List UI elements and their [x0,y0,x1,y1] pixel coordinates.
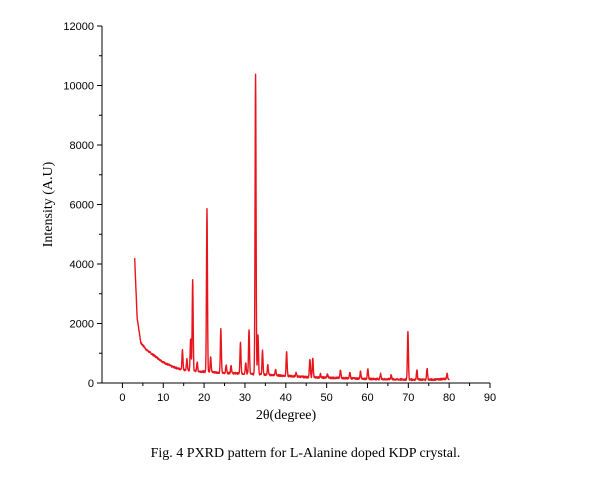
pxrd-series-line [133,73,450,382]
x-tick-label: 50 [321,392,333,404]
y-tick-label: 4000 [70,259,94,271]
pxrd-chart: 0 2000 4000 6000 8000 10000 12000 0 10 20 30 40 50 60… [41,21,496,423]
plot-area: 0 2000 4000 6000 8000 10000 12000 0 10 20 30 40 50 60… [41,21,496,423]
y-axis-title: Intensity (A.U) [41,161,56,247]
x-tick-label: 40 [280,392,292,404]
figure-caption: Fig. 4 PXRD pattern for L-Alanine doped … [150,446,461,461]
y-tick-label: 2000 [70,319,94,331]
x-tick-label: 70 [402,392,414,404]
x-tick-label: 90 [484,392,496,404]
y-tick-label: 12000 [63,21,94,33]
x-tick-label: 10 [157,392,169,404]
y-tick-label: 0 [88,378,94,390]
x-tick-label: 20 [198,392,210,404]
y-tick-label: 8000 [70,140,94,152]
y-tick-label: 6000 [70,200,94,212]
x-tick-label: 30 [239,392,251,404]
x-tick-label: 0 [119,392,125,404]
x-tick-label: 60 [361,392,373,404]
x-axis-title: 2θ(degree) [256,408,317,423]
y-tick-label: 10000 [63,81,94,93]
x-tick-label: 80 [443,392,455,404]
